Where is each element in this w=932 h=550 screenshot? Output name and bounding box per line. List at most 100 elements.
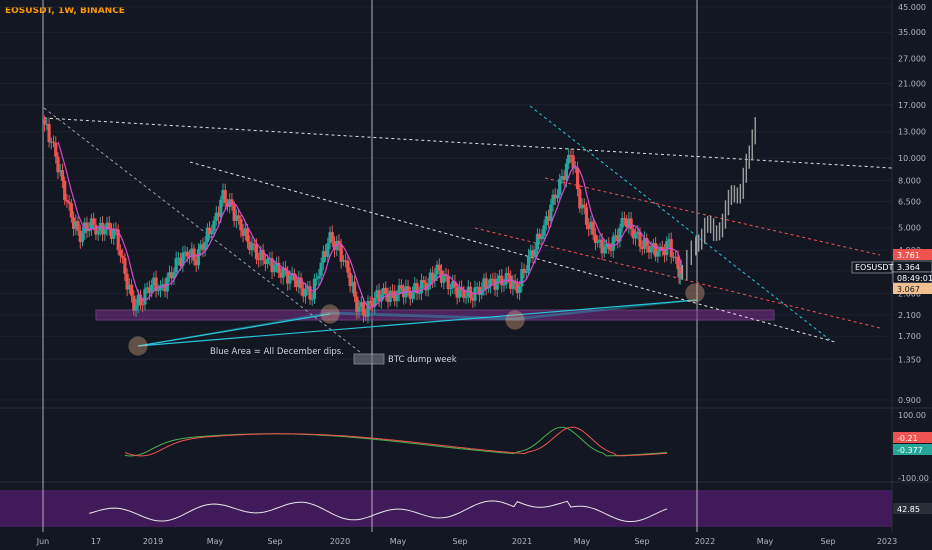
candle-body [286,270,290,284]
candle-body [359,302,363,307]
rsi-value-text: 42.85 [897,505,920,514]
candle-body [123,257,127,274]
candle-body [540,235,544,240]
candle-body [468,286,473,298]
y-tick-label: 35.000 [898,28,926,37]
candle-body [165,277,169,292]
dip-circle [505,310,525,330]
candle-body [303,289,308,297]
x-tick-label: May [757,537,774,546]
candle-body [647,245,651,253]
candle-body [551,194,555,205]
candle-body [625,218,629,228]
candle-body [656,251,660,257]
candle-body [509,275,513,289]
candle-body [219,199,223,217]
candle-body [89,218,94,229]
candle-body [495,278,499,290]
candle-body [85,222,89,232]
candle-body [107,222,111,229]
candle-body [596,241,600,243]
candle-body [355,296,359,312]
candle-body [553,194,557,199]
candle-body [582,204,586,208]
candle-body [241,230,245,236]
candle-body [330,232,334,242]
candle-body [419,280,424,293]
candle-body [272,265,276,273]
y-tick-label: 8.000 [898,177,921,186]
candle-body [370,303,375,307]
x-tick-label: May [574,537,591,546]
candle-body [602,246,606,254]
x-tick-label: 2020 [330,537,350,546]
candle-body [564,163,569,181]
dip-circle [128,336,148,356]
candle-body [112,228,116,239]
candle-body [593,234,598,243]
candle-body [618,227,622,242]
candle-body [67,201,71,204]
y-tick-label: 10.000 [898,154,926,163]
candle-body [96,231,100,235]
candle-body [373,297,377,307]
candle-body [462,290,466,298]
candle-body [147,287,152,294]
candle-body [589,221,593,229]
price-tag-text: 08:49:01 [897,274,932,283]
osc-line-slow [124,426,668,457]
drawings: Blue Area = All December dips. BTC dump w… [43,105,893,365]
candle-body [344,260,348,262]
candle-body [312,278,317,300]
candle-body [464,296,468,298]
x-tick-label: Jun [36,537,50,546]
candle-body [364,315,368,317]
candle-body [199,244,203,250]
candle-body [332,241,337,250]
candle-body [366,301,370,317]
candle-body [439,270,444,283]
candle-body [368,301,372,304]
price-axis[interactable]: 45.000 35.000 27.000 21.000 17.000 13.000 10.0… [898,3,929,483]
candle-body [515,283,519,293]
candle-body [422,280,426,283]
candle-body [326,243,330,257]
candle-body [245,228,250,242]
candle-body [642,237,647,249]
candle-body [116,229,120,250]
candle-body [375,290,379,298]
candle-body [181,252,185,266]
candle-body [410,292,415,299]
candle-body [337,240,341,245]
candle-body [415,283,419,294]
candle-body [524,270,528,273]
x-tick-label: May [207,537,224,546]
candle-body [500,275,504,286]
moving-average [57,142,682,309]
time-axis[interactable]: Jun 17 2019 May Sep 2020 May Sep 2021 May Sep 2022 M… [36,537,897,546]
candle-body [558,178,562,195]
candle-body [598,239,602,242]
candle-body [395,294,399,302]
candle-body [535,233,540,250]
candle-body [212,220,216,231]
x-tick-label: 2022 [695,537,715,546]
x-tick-label: Sep [634,537,649,546]
candle-body [190,248,194,258]
candle-body [679,266,683,274]
candle-body [339,244,343,262]
support-zone [95,309,775,321]
y-tick-label: 17.000 [898,101,926,110]
osc-value-tag [893,444,932,455]
candle-body [502,284,506,286]
candle-body [232,205,236,221]
osc-tick-label: -100.00 [898,474,929,483]
candle-body [611,236,615,251]
rsi-line [89,500,668,522]
candle-body [319,262,323,276]
candle-body [185,251,189,257]
candle-body [520,268,524,287]
candle-body [379,294,383,302]
rsi-value-tag [893,503,932,514]
